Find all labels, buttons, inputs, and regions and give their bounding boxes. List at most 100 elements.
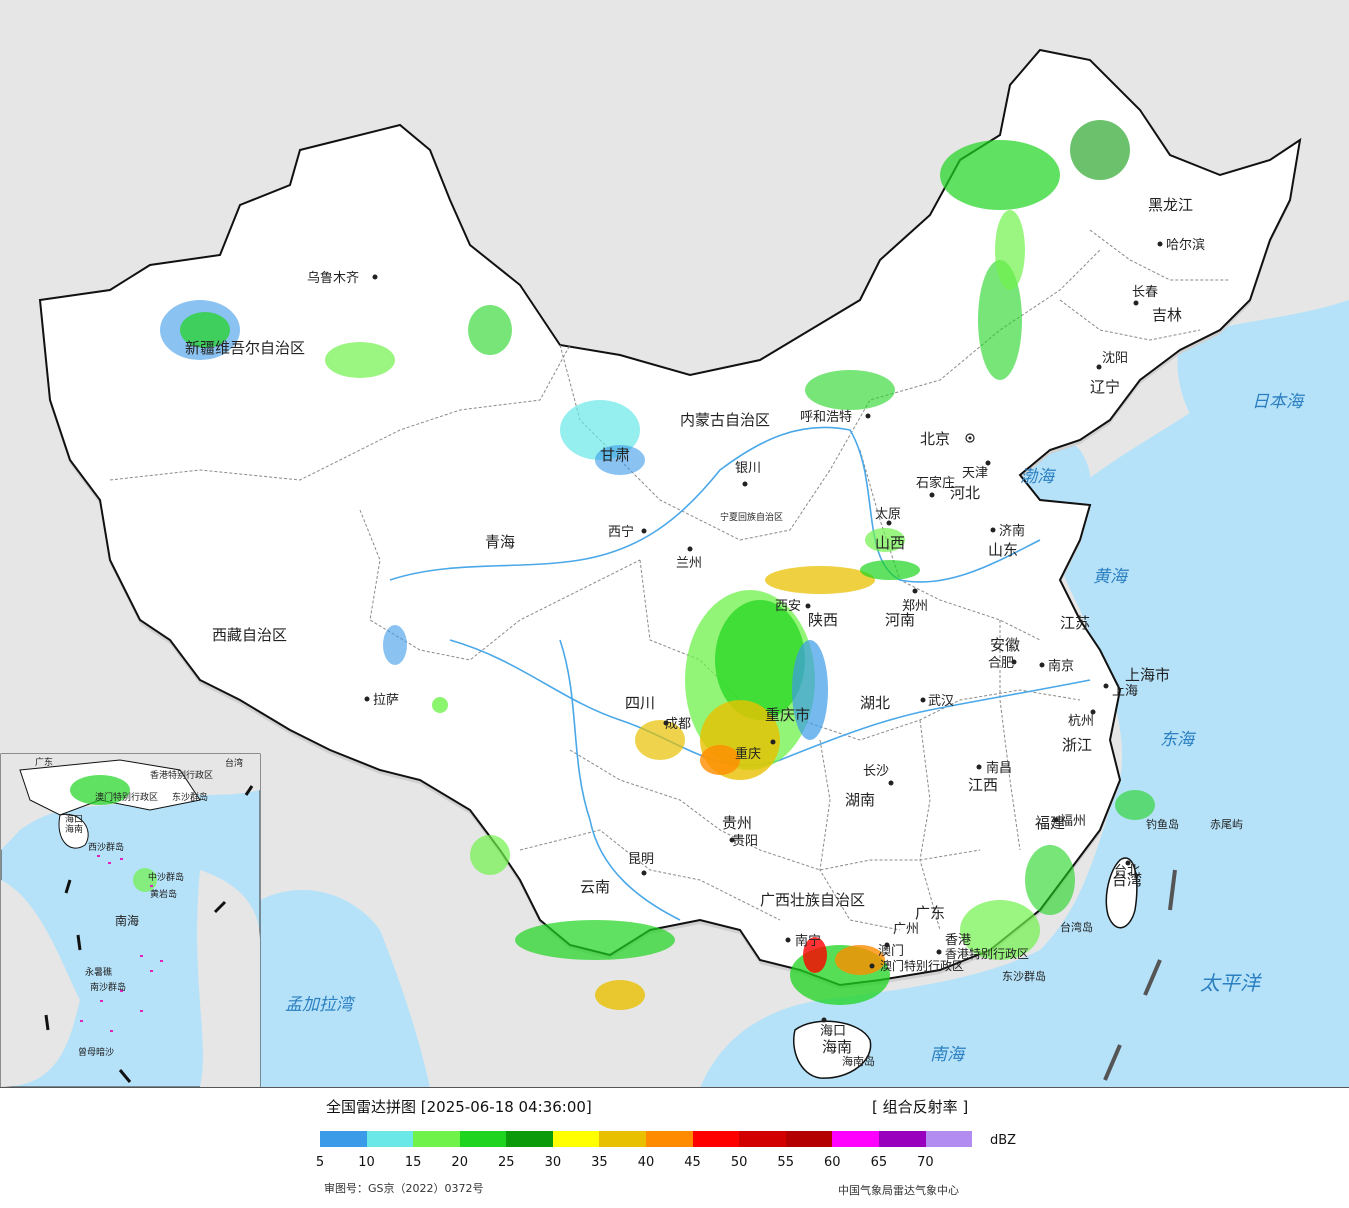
province-label-liaoning: 辽宁 [1090, 378, 1120, 396]
city-label-lanzhou: 兰州 [676, 556, 702, 571]
province-label-macau: 澳门特别行政区 [880, 958, 964, 973]
province-label-hongkong: 香港特别行政区 [945, 946, 1029, 961]
island-label-chiwei: 赤尾屿 [1210, 818, 1243, 831]
radar-map: 新疆维吾尔自治区 西藏自治区 青海 甘肃 内蒙古自治区 黑龙江 吉林 辽宁 河北… [0, 0, 1349, 1088]
inset-label-macau: 澳门特别行政区 [95, 791, 158, 803]
city-label-zhengzhou: 郑州 [902, 599, 928, 614]
island-label-hainan-dao: 海南岛 [842, 1054, 875, 1068]
province-label-chongqing: 重庆市 [765, 706, 810, 724]
tick-label: 20 [451, 1155, 468, 1170]
province-label-taiwan: 台湾 [1112, 871, 1142, 889]
sea-label-south-sea: 南海 [930, 1045, 967, 1065]
city-label-yinchuan: 银川 [735, 461, 761, 476]
rivers [389, 426, 1091, 921]
province-label-hubei: 湖北 [860, 694, 890, 712]
color-swatch [832, 1131, 879, 1147]
sea-label-pacific: 太平洋 [1200, 971, 1262, 995]
city-label-guangzhou: 广州 [893, 922, 919, 937]
inset-label-hainan: 海南 [65, 823, 83, 835]
legend-product-type: [ 组合反射率 ] [872, 1098, 969, 1116]
tick-label: 55 [777, 1155, 794, 1170]
city-label-nanchang: 南昌 [986, 760, 1012, 776]
province-label-jiangsu: 江苏 [1060, 614, 1090, 632]
pacific-sea-area [700, 300, 1349, 1087]
taiwan-island [1105, 857, 1138, 929]
city-label-macau: 澳门 [878, 943, 904, 959]
city-label-guiyang: 贵阳 [732, 834, 758, 849]
province-label-hunan: 湖南 [845, 791, 875, 809]
province-labels: 新疆维吾尔自治区 西藏自治区 青海 甘肃 内蒙古自治区 黑龙江 吉林 辽宁 河北… [185, 196, 1193, 1056]
map-approval-number: 审图号：GS京（2022）0372号 [324, 1182, 484, 1195]
city-label-haikou: 海口 [820, 1024, 846, 1039]
color-swatch [878, 1131, 926, 1147]
inset-label-guangdong: 广东 [35, 756, 53, 768]
province-label-hebei: 河北 [950, 484, 980, 502]
color-swatch [785, 1131, 833, 1147]
province-label-shanxi: 山西 [875, 534, 905, 552]
city-label-xining: 西宁 [608, 524, 634, 540]
color-swatch [925, 1131, 973, 1147]
color-scale-ticks: 5 10 15 20 25 30 35 40 45 50 55 60 65 70 [300, 1155, 1000, 1173]
province-label-anhui: 安徽 [990, 636, 1020, 654]
sea-label-bay-of-bengal: 孟加拉湾 [285, 995, 356, 1015]
province-label-ningxia: 宁夏回族自治区 [720, 511, 783, 523]
province-label-xizang: 西藏自治区 [212, 626, 287, 644]
province-label-neimenggu: 内蒙古自治区 [680, 411, 770, 429]
province-boundaries [109, 229, 1230, 931]
legend-unit: dBZ [990, 1133, 1017, 1148]
inset-label-nansha: 南沙群岛 [90, 981, 126, 993]
inset-label-yongshu: 永暑礁 [85, 966, 112, 978]
city-labels: 乌鲁木齐 拉萨 西宁 兰州 银川 呼和浩特 北京 天津 石家庄 太原 济南 郑州… [307, 237, 1205, 1039]
city-label-changchun: 长春 [1132, 285, 1158, 300]
color-scale-bar [320, 1131, 973, 1147]
color-swatch [413, 1131, 460, 1147]
color-swatch [320, 1131, 367, 1147]
province-label-shandong: 山东 [988, 541, 1018, 559]
sea-label-yellow-sea: 黄海 [1093, 567, 1130, 587]
city-label-lhasa: 拉萨 [373, 693, 399, 708]
city-label-tianjin: 天津 [962, 466, 988, 481]
city-label-beijing: 北京 [920, 430, 950, 448]
legend-title: 全国雷达拼图 [2025-06-18 04:36:00] [326, 1098, 592, 1116]
sea-label-bohai: 渤海 [1020, 467, 1057, 487]
city-label-changsha: 长沙 [863, 764, 889, 779]
city-label-xian: 西安 [775, 599, 801, 614]
province-label-sichuan: 四川 [625, 694, 655, 712]
color-swatch [739, 1131, 786, 1147]
province-label-guangdong: 广东 [915, 904, 945, 922]
island-label-taiwan-dao: 台湾岛 [1060, 920, 1093, 934]
city-label-taiyuan: 太原 [875, 507, 901, 522]
bay-of-bengal-area [260, 890, 430, 1087]
city-label-nanning: 南宁 [795, 933, 821, 949]
city-label-shijiazhuang: 石家庄 [916, 475, 955, 491]
japan-sea-area [1177, 300, 1349, 480]
tick-label: 50 [730, 1155, 748, 1170]
province-label-henan: 河南 [885, 611, 915, 629]
city-label-nanjing: 南京 [1048, 658, 1074, 674]
data-source: 中国气象局雷达气象中心 [838, 1184, 959, 1197]
city-label-chengdu: 成都 [665, 717, 691, 732]
province-label-guizhou: 贵州 [722, 814, 752, 832]
inset-label-xisha: 西沙群岛 [88, 841, 124, 853]
inset-label-haikou: 海口 [65, 813, 83, 825]
city-label-hangzhou: 杭州 [1068, 714, 1094, 729]
city-label-harbin: 哈尔滨 [1166, 237, 1205, 253]
city-label-kunming: 昆明 [628, 852, 654, 867]
province-label-jilin: 吉林 [1152, 306, 1182, 324]
radar-echoes [160, 120, 1155, 1010]
color-swatch [599, 1131, 647, 1147]
color-swatch [506, 1131, 553, 1147]
city-label-taipei: 台北 [1114, 864, 1140, 879]
color-swatch [459, 1131, 507, 1147]
province-label-xinjiang: 新疆维吾尔自治区 [185, 339, 305, 357]
province-label-heilongjiang: 黑龙江 [1148, 196, 1193, 214]
province-label-guangxi: 广西壮族自治区 [760, 891, 865, 909]
tick-label: 25 [498, 1155, 515, 1170]
sea-labels: 日本海 渤海 黄海 东海 太平洋 南海 孟加拉湾 [285, 392, 1306, 1065]
tick-label: 70 [917, 1155, 934, 1170]
color-swatch [692, 1131, 740, 1147]
city-label-wuhan: 武汉 [928, 694, 954, 709]
color-swatch [646, 1131, 693, 1147]
province-label-hainan: 海南 [822, 1038, 852, 1056]
inset-label-zhongsha: 中沙群岛 [148, 871, 184, 883]
